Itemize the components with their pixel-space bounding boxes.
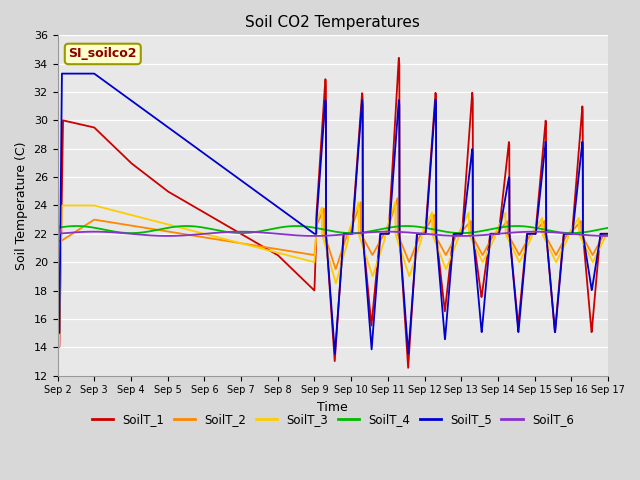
Y-axis label: Soil Temperature (C): Soil Temperature (C) [15,141,28,270]
Title: Soil CO2 Temperatures: Soil CO2 Temperatures [245,15,420,30]
X-axis label: Time: Time [317,401,348,414]
Text: SI_soilco2: SI_soilco2 [68,48,137,60]
Legend: SoilT_1, SoilT_2, SoilT_3, SoilT_4, SoilT_5, SoilT_6: SoilT_1, SoilT_2, SoilT_3, SoilT_4, Soil… [87,408,579,431]
